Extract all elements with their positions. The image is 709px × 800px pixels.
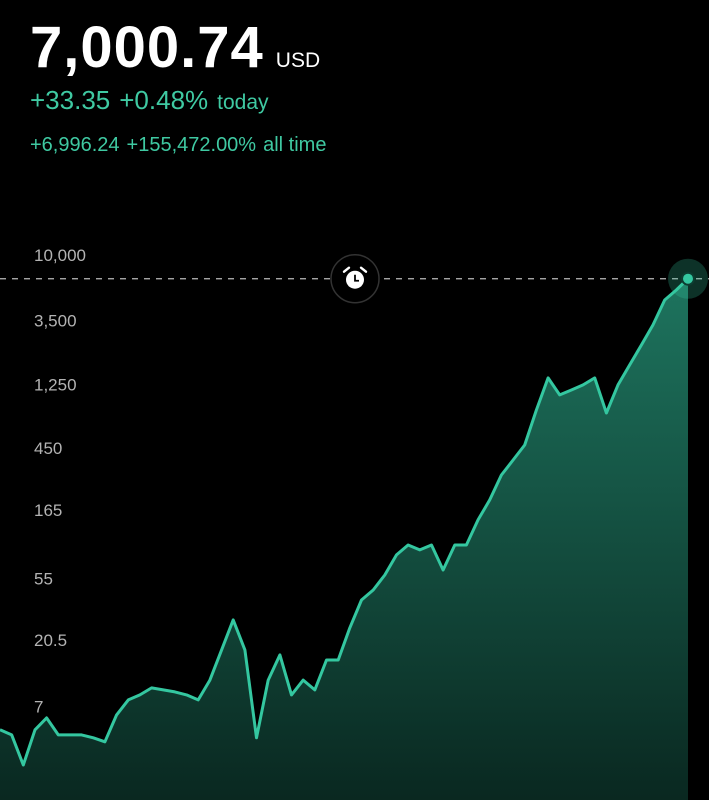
all-time-label: all time [263, 134, 327, 156]
y-tick-label: 450 [34, 439, 62, 458]
y-tick-label: 7 [34, 698, 43, 717]
area-fill [0, 278, 688, 800]
price: 7,000.74 [30, 15, 264, 80]
alarm-hands [354, 274, 359, 282]
today-label: today [217, 91, 269, 114]
price-line [0, 277, 690, 767]
alarm-bells [342, 266, 368, 273]
today-percent: +0.48% [119, 85, 209, 115]
currency: USD [275, 49, 321, 72]
all-time-row: +6,996.24 +155,472.00% all time [30, 134, 326, 157]
price-alert-button[interactable] [330, 253, 380, 304]
y-tick-label: 10,000 [34, 246, 86, 265]
y-tick-label: 3,500 [34, 311, 77, 330]
y-tick-label: 165 [34, 501, 62, 520]
price-row: 7,000.74 USD [30, 14, 326, 81]
header: 7,000.74 USD +33.35 +0.48% today +6,996.… [30, 14, 326, 157]
today-row: +33.35 +0.48% today [30, 85, 326, 116]
end-dot [681, 271, 695, 286]
y-tick-label: 20.5 [34, 631, 67, 650]
today-change: +33.35 [30, 85, 111, 115]
y-tick-label: 1,250 [34, 375, 77, 394]
all-time-percent: +155,472.00% [126, 134, 257, 156]
all-time-change: +6,996.24 [30, 134, 120, 156]
y-tick-label: 55 [34, 570, 53, 589]
